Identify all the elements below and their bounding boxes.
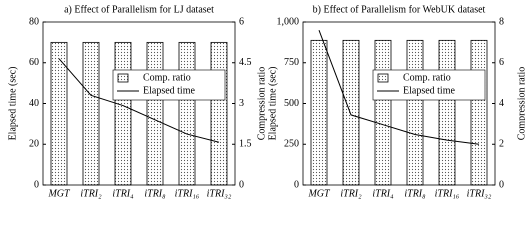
legend-label: Elapsed time bbox=[143, 85, 195, 96]
x-tick-label: iTRI₃₂ bbox=[207, 188, 232, 199]
bar bbox=[50, 41, 68, 186]
legend-box bbox=[112, 69, 226, 101]
y-tick-label: 20 bbox=[29, 139, 39, 150]
bar bbox=[406, 39, 424, 186]
y2-tick-label: 4.5 bbox=[239, 57, 252, 68]
bar bbox=[438, 39, 456, 186]
x-tick-label: iTRI₃₂ bbox=[467, 188, 492, 199]
y2-tick-label: 0 bbox=[239, 179, 244, 190]
x-tick-label: iTRI₁₆ bbox=[175, 188, 200, 199]
y-tick-label: 500 bbox=[284, 98, 299, 109]
legend-label: Elapsed time bbox=[403, 85, 455, 96]
bar bbox=[114, 41, 132, 186]
x-tick-label: iTRI₈ bbox=[404, 188, 426, 199]
line bbox=[58, 58, 220, 143]
y2-tick-label: 4 bbox=[499, 98, 504, 109]
y-tick-label: 40 bbox=[29, 98, 39, 109]
y-axis-label: Elapsed time (sec) bbox=[267, 67, 278, 141]
x-tick-label: MGT bbox=[47, 188, 71, 199]
y2-axis-label: Compression ratio bbox=[516, 67, 525, 141]
y2-tick-label: 6 bbox=[499, 57, 504, 68]
legend-swatch bbox=[117, 73, 129, 83]
chart: b) Effect of Parallelism for WebUK datas… bbox=[267, 4, 525, 199]
y-tick-label: 250 bbox=[284, 139, 299, 150]
y-tick-label: 80 bbox=[29, 16, 39, 27]
bar bbox=[342, 39, 360, 186]
y-tick-label: 0 bbox=[34, 179, 39, 190]
x-tick-label: iTRI₄ bbox=[112, 188, 134, 199]
y2-tick-label: 6 bbox=[239, 16, 244, 27]
y2-tick-label: 1.5 bbox=[239, 139, 252, 150]
x-tick-label: iTRI₂ bbox=[340, 188, 362, 199]
plot-frame bbox=[42, 21, 236, 186]
plot-frame bbox=[302, 21, 496, 186]
legend-swatch bbox=[377, 73, 389, 83]
bar bbox=[210, 41, 228, 186]
y-tick-label: 750 bbox=[284, 57, 299, 68]
chart-title: a) Effect of Parallelism for LJ dataset bbox=[64, 4, 214, 15]
x-tick-label: iTRI₁₆ bbox=[435, 188, 460, 199]
legend-label: Comp. ratio bbox=[403, 72, 451, 83]
x-tick-label: iTRI₂ bbox=[80, 188, 102, 199]
bar bbox=[146, 41, 164, 186]
bar bbox=[310, 39, 328, 186]
y2-axis-label: Compression ratio bbox=[256, 67, 267, 141]
bar bbox=[374, 39, 392, 186]
x-tick-label: MGT bbox=[307, 188, 331, 199]
y-axis-label: Elapsed time (sec) bbox=[7, 67, 18, 141]
figure: a) Effect of Parallelism for LJ dataset E… bbox=[7, 4, 525, 199]
y2-tick-label: 2 bbox=[499, 139, 504, 150]
y-tick-label: 60 bbox=[29, 57, 39, 68]
legend-box bbox=[372, 69, 486, 101]
y2-tick-label: 3 bbox=[239, 98, 244, 109]
chart: a) Effect of Parallelism for LJ dataset E… bbox=[7, 4, 267, 199]
y2-tick-label: 8 bbox=[499, 16, 504, 27]
y-tick-label: 1,000 bbox=[277, 16, 300, 27]
line bbox=[318, 29, 480, 145]
bar bbox=[178, 41, 196, 186]
x-tick-label: iTRI₄ bbox=[372, 188, 394, 199]
y2-tick-label: 0 bbox=[499, 179, 504, 190]
bar bbox=[82, 41, 100, 186]
y-tick-label: 0 bbox=[294, 179, 299, 190]
chart-title: b) Effect of Parallelism for WebUK datas… bbox=[313, 4, 486, 15]
x-tick-label: iTRI₈ bbox=[144, 188, 166, 199]
legend-label: Comp. ratio bbox=[143, 72, 191, 83]
bar bbox=[470, 39, 488, 186]
